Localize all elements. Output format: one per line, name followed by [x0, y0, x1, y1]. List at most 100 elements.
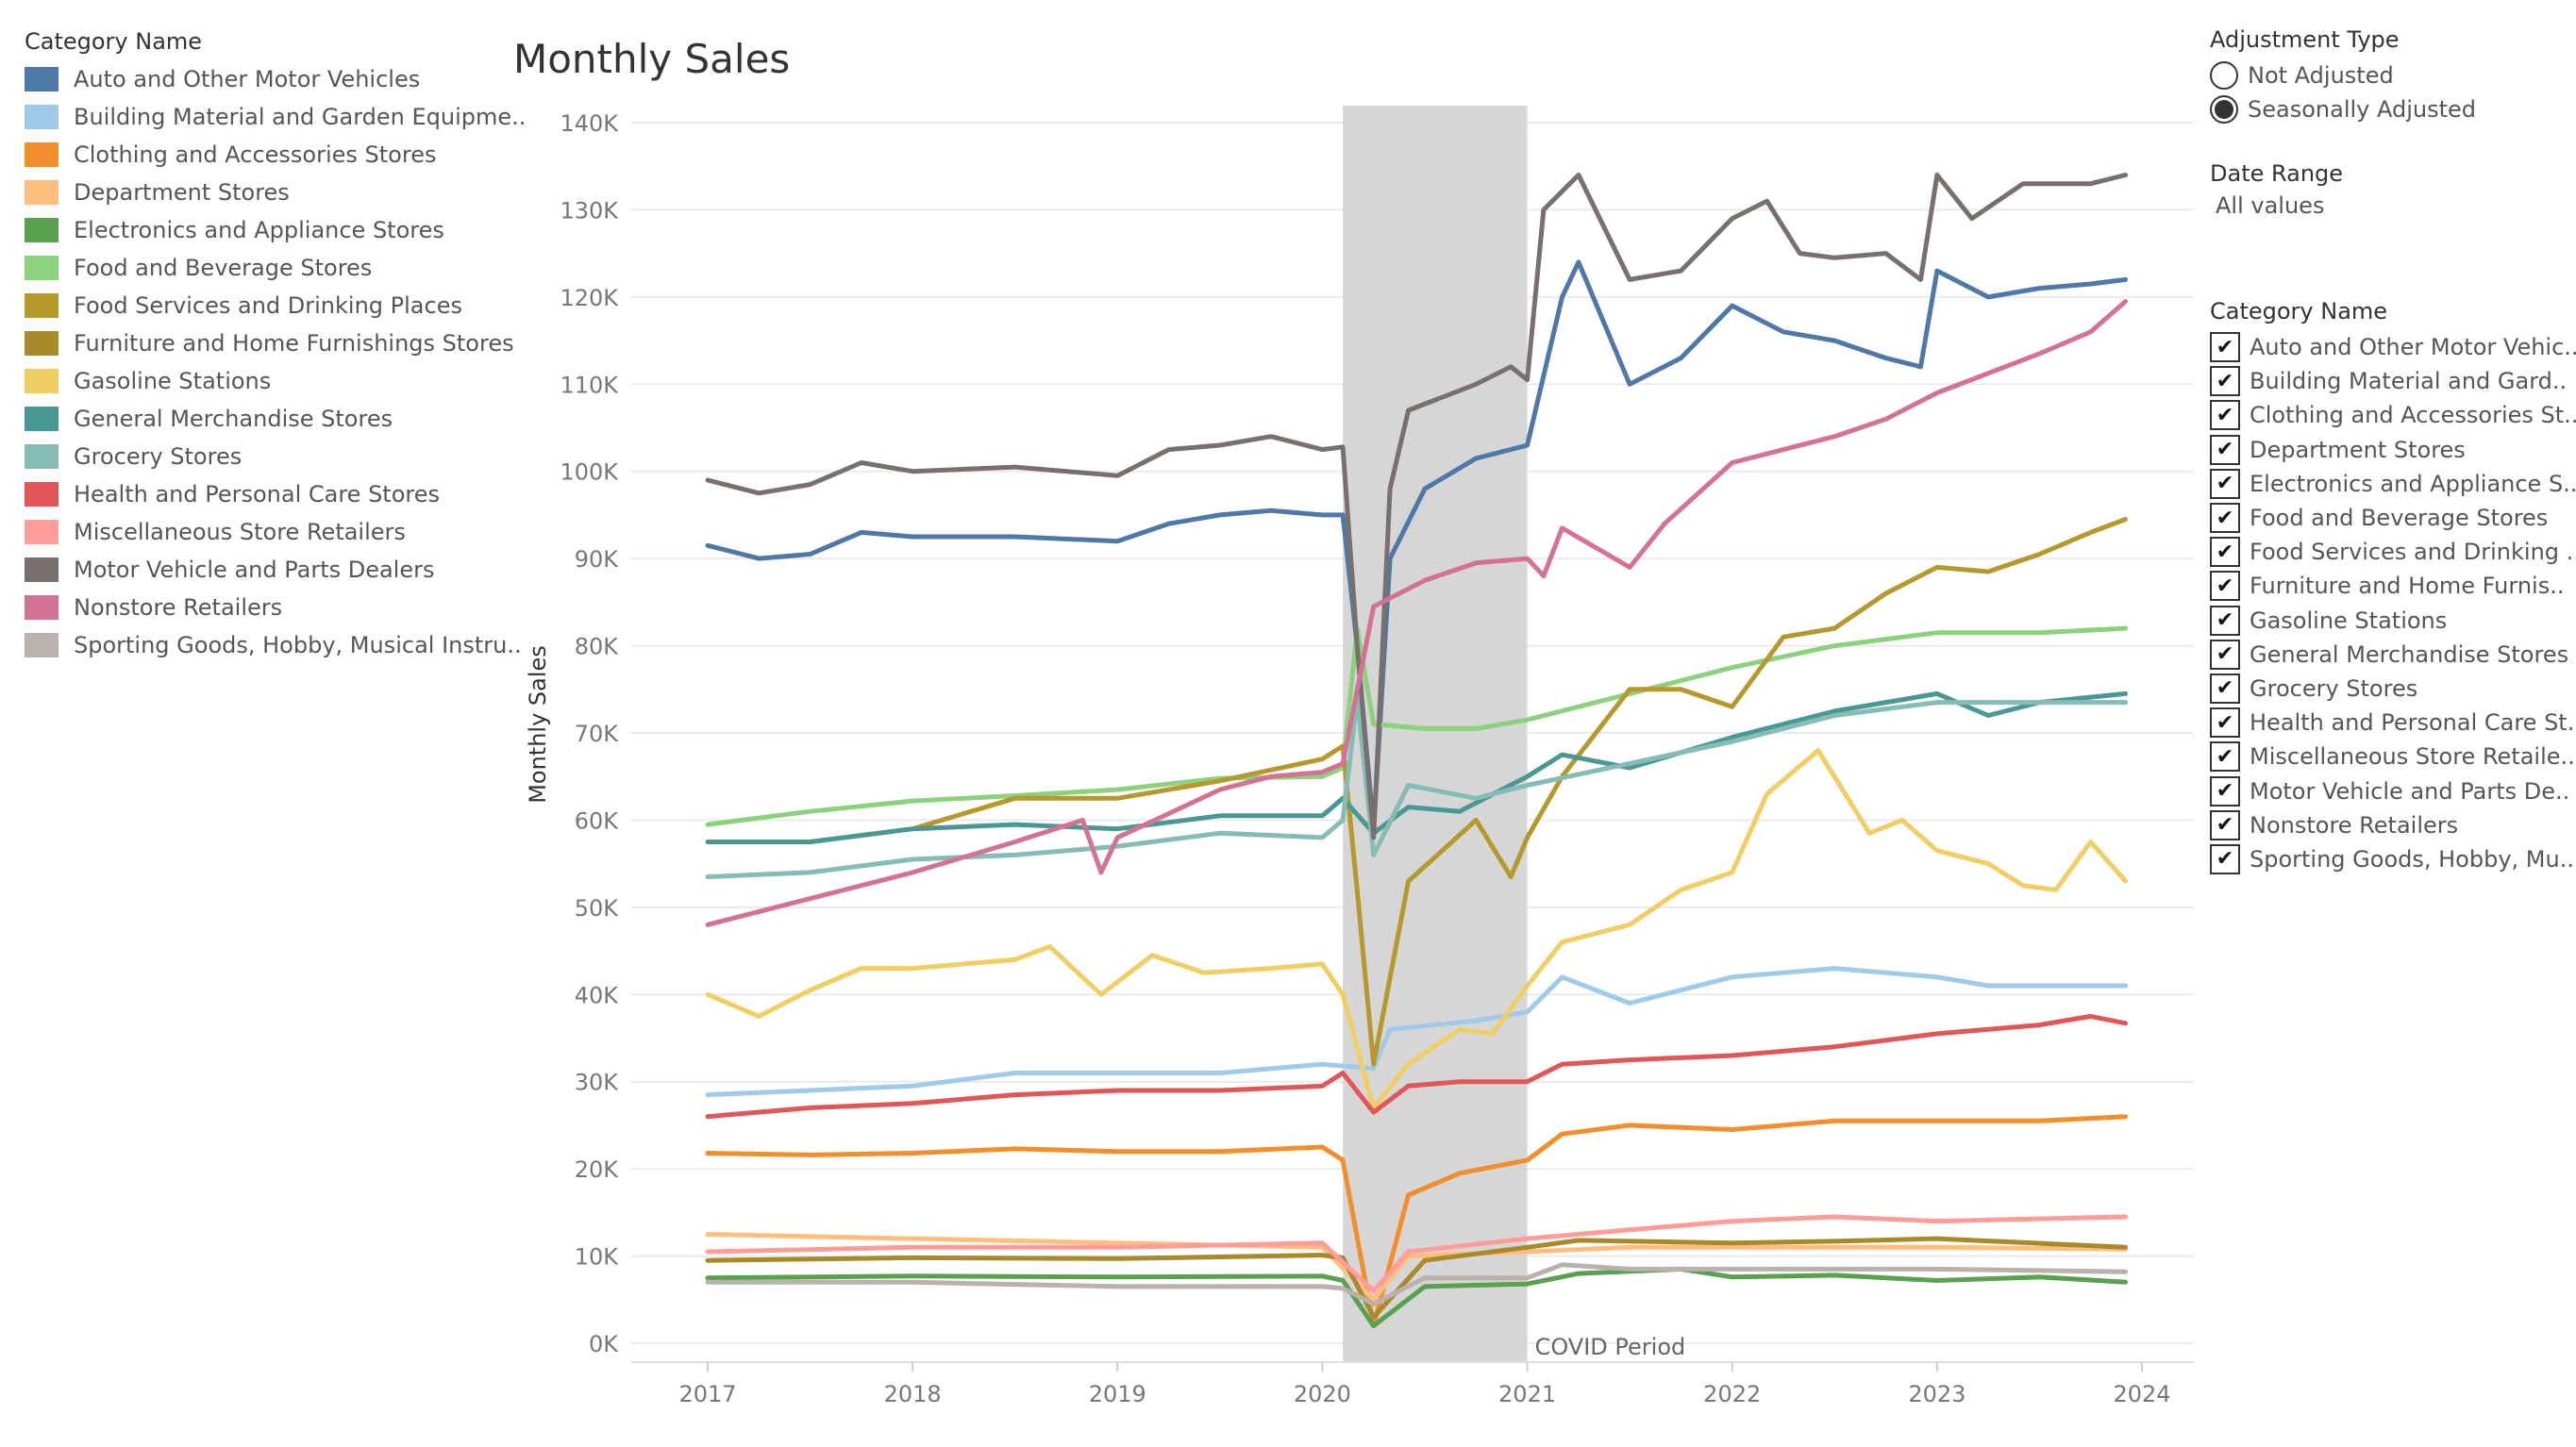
category-filter-label: Food and Beverage Stores	[2250, 505, 2549, 532]
checkbox-checked-icon[interactable]: ✔	[2210, 571, 2240, 602]
legend-item[interactable]: Gasoline Stations	[25, 362, 506, 400]
category-filter-item[interactable]: ✔ Building Material and Gard..	[2210, 364, 2568, 398]
legend-swatch	[25, 407, 59, 431]
legend-item[interactable]: Sporting Goods, Hobby, Musical Instru..	[25, 626, 522, 664]
legend-item[interactable]: Miscellaneous Store Retailers	[25, 513, 506, 551]
chart-title: Monthly Sales	[513, 36, 791, 82]
y-tick-label: 80K	[575, 634, 620, 660]
category-filter-item[interactable]: ✔ Furniture and Home Furnis..	[2210, 569, 2568, 603]
covid-period-label: COVID Period	[1535, 1334, 1686, 1360]
series-line	[705, 1114, 2129, 1328]
checkbox-checked-icon[interactable]: ✔	[2210, 537, 2240, 568]
series-line	[705, 625, 2129, 827]
checkbox-checked-icon[interactable]: ✔	[2210, 366, 2240, 397]
x-tick-label: 2022	[1703, 1381, 1761, 1407]
legend-item[interactable]: Electronics and Appliance Stores	[25, 211, 506, 249]
checkbox-checked-icon[interactable]: ✔	[2210, 843, 2240, 874]
adjustment-option[interactable]: Not Adjusted	[2210, 58, 2568, 92]
legend-item[interactable]: Motor Vehicle and Parts Dealers	[25, 551, 506, 589]
legend-item[interactable]: Grocery Stores	[25, 438, 506, 475]
x-tick-label: 2017	[678, 1381, 736, 1407]
checkbox-checked-icon[interactable]: ✔	[2210, 741, 2240, 773]
series-line	[705, 1262, 2129, 1306]
legend-item[interactable]: Auto and Other Motor Vehicles	[25, 60, 506, 98]
filter-panel: Adjustment Type Not Adjusted Seasonally A…	[2210, 26, 2576, 876]
legend-swatch	[25, 595, 59, 620]
category-filter-item[interactable]: ✔ Clothing and Accessories St..	[2210, 398, 2576, 432]
x-tick-label: 2023	[1908, 1381, 1965, 1407]
category-filter-label: Clothing and Accessories St..	[2250, 402, 2576, 429]
category-filter-item[interactable]: ✔ Miscellaneous Store Retaile..	[2210, 740, 2575, 773]
series-line	[705, 1266, 2129, 1328]
legend-swatch	[25, 180, 59, 205]
category-filter-item[interactable]: ✔ Health and Personal Care St..	[2210, 706, 2576, 740]
checkbox-checked-icon[interactable]: ✔	[2210, 707, 2240, 739]
legend-item[interactable]: Clothing and Accessories Stores	[25, 136, 506, 174]
category-filter-label: Electronics and Appliance S..	[2250, 470, 2576, 497]
x-tick-label: 2020	[1294, 1381, 1351, 1407]
legend-swatch	[25, 293, 59, 318]
date-range-value[interactable]: All values	[2216, 192, 2325, 219]
legend-swatch	[25, 557, 59, 582]
legend-label: Department Stores	[74, 179, 290, 206]
legend-item[interactable]: Food Services and Drinking Places	[25, 287, 506, 324]
legend-item[interactable]: Department Stores	[25, 174, 506, 211]
y-tick-label: 110K	[560, 372, 619, 398]
category-filter-item[interactable]: ✔ Motor Vehicle and Parts De..	[2210, 773, 2569, 807]
checkbox-checked-icon[interactable]: ✔	[2210, 434, 2240, 465]
y-tick-label: 90K	[575, 546, 620, 573]
category-filter-item[interactable]: ✔ Sporting Goods, Hobby, Mu..	[2210, 842, 2574, 876]
checkbox-checked-icon[interactable]: ✔	[2210, 468, 2240, 499]
category-filter-item[interactable]: ✔ Nonstore Retailers	[2210, 808, 2568, 842]
adjustment-type-options: Not Adjusted Seasonally Adjusted	[2210, 58, 2568, 126]
checkbox-checked-icon[interactable]: ✔	[2210, 400, 2240, 431]
covid-period-band	[1343, 106, 1528, 1362]
category-filter-item[interactable]: ✔ Grocery Stores	[2210, 672, 2568, 706]
category-filter-item[interactable]: ✔ Department Stores	[2210, 433, 2568, 467]
radio-selected-icon[interactable]	[2210, 95, 2238, 124]
category-filter-label: Sporting Goods, Hobby, Mu..	[2250, 845, 2574, 873]
checkbox-checked-icon[interactable]: ✔	[2210, 673, 2240, 704]
legend-item[interactable]: Health and Personal Care Stores	[25, 475, 506, 513]
radio-unselected-icon[interactable]	[2210, 61, 2238, 90]
category-filter-title: Category Name	[2210, 298, 2388, 324]
category-filter-item[interactable]: ✔ Gasoline Stations	[2210, 604, 2568, 638]
legend-swatch	[25, 369, 59, 393]
x-tick-label: 2018	[884, 1381, 942, 1407]
checkbox-checked-icon[interactable]: ✔	[2210, 639, 2240, 670]
category-filter-label: Auto and Other Motor Vehic..	[2250, 334, 2576, 361]
legend-item[interactable]: Food and Beverage Stores	[25, 249, 506, 287]
y-tick-label: 100K	[560, 459, 619, 486]
checkbox-checked-icon[interactable]: ✔	[2210, 809, 2240, 840]
category-filter-label: Food Services and Drinking ..	[2250, 539, 2576, 566]
adjustment-option[interactable]: Seasonally Adjusted	[2210, 92, 2568, 126]
category-filter-item[interactable]: ✔ Auto and Other Motor Vehic..	[2210, 330, 2576, 364]
category-filter-item[interactable]: ✔ Food and Beverage Stores	[2210, 501, 2568, 535]
legend-label: Auto and Other Motor Vehicles	[74, 66, 421, 92]
legend-title: Category Name	[25, 28, 203, 55]
legend-label: Grocery Stores	[74, 443, 243, 470]
category-filter-item[interactable]: ✔ Food Services and Drinking ..	[2210, 535, 2576, 569]
legend-label: Nonstore Retailers	[74, 594, 283, 621]
legend-item[interactable]: Building Material and Garden Equipme..	[25, 98, 526, 136]
legend-item[interactable]: Nonstore Retailers	[25, 589, 506, 626]
legend-label: Miscellaneous Store Retailers	[74, 519, 406, 545]
category-filter-label: Nonstore Retailers	[2250, 811, 2459, 839]
y-tick-label: 120K	[560, 285, 619, 311]
legend-swatch	[25, 444, 59, 469]
legend-item[interactable]: Furniture and Home Furnishings Stores	[25, 324, 514, 362]
date-range-filter: Date Range All values	[2210, 160, 2568, 219]
legend-item[interactable]: General Merchandise Stores	[25, 400, 506, 438]
category-filter-item[interactable]: ✔ General Merchandise Stores	[2210, 638, 2568, 672]
legend-label: General Merchandise Stores	[74, 406, 393, 432]
category-filter-item[interactable]: ✔ Electronics and Appliance S..	[2210, 467, 2576, 501]
checkbox-checked-icon[interactable]: ✔	[2210, 605, 2240, 636]
checkbox-checked-icon[interactable]: ✔	[2210, 775, 2240, 807]
legend-swatch	[25, 633, 59, 657]
adjustment-option-label: Seasonally Adjusted	[2248, 96, 2477, 123]
checkbox-checked-icon[interactable]: ✔	[2210, 503, 2240, 534]
y-tick-label: 70K	[575, 721, 620, 747]
checkbox-checked-icon[interactable]: ✔	[2210, 332, 2240, 363]
series-line	[705, 173, 2129, 840]
legend-label: Food Services and Drinking Places	[74, 292, 462, 319]
